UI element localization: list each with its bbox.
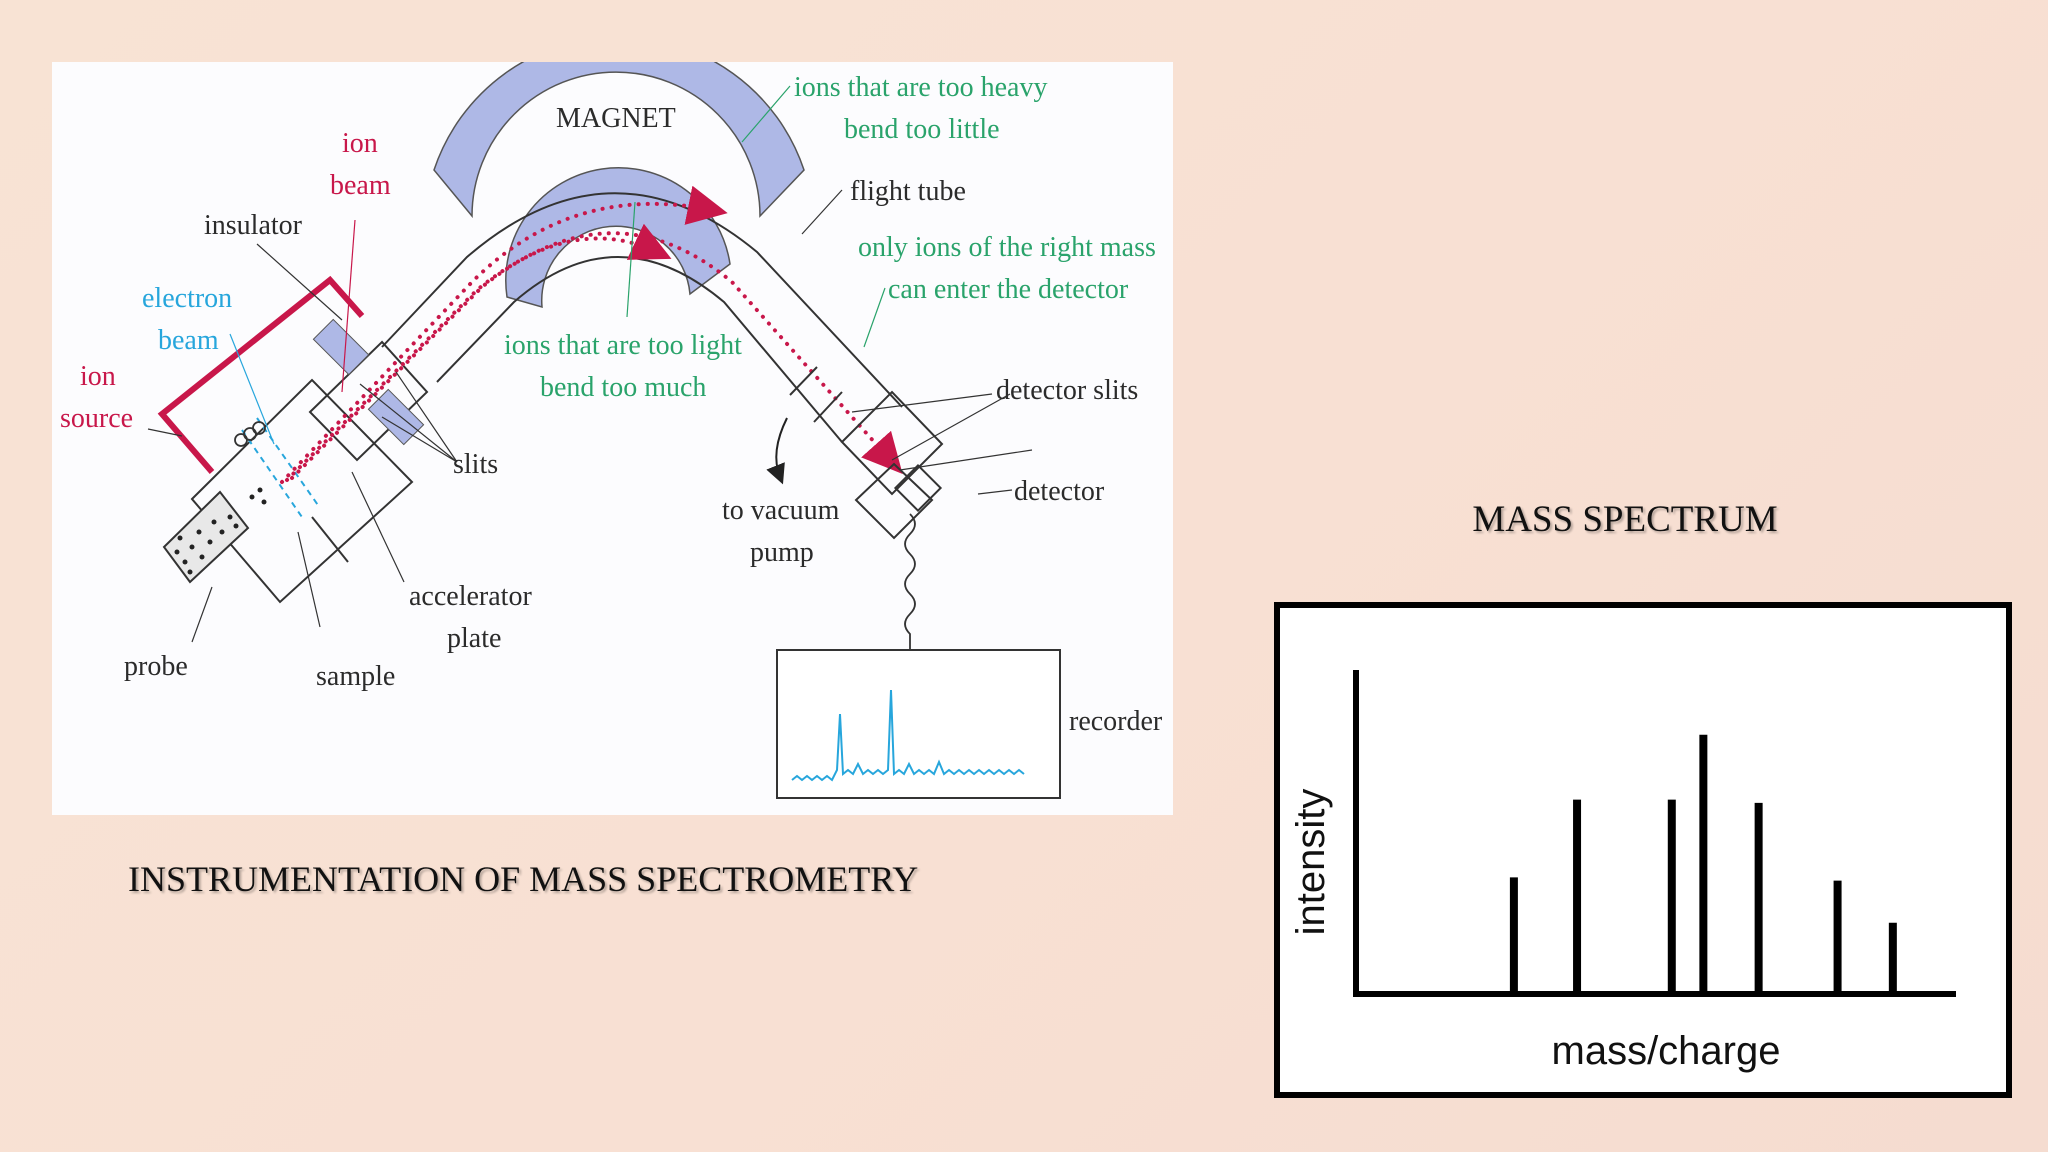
sample-probe <box>162 487 267 584</box>
ion-source-label-1: ion <box>80 361 116 392</box>
leader-lines <box>147 189 1033 643</box>
diagram-svg: MAGNET ion beam insulator electron beam … <box>60 62 1163 799</box>
recorder-box <box>776 649 1061 799</box>
mass-spectrum-chart: mass/charge intensity <box>1274 602 2012 1098</box>
insulator-label: insulator <box>204 210 303 241</box>
slits-label: slits <box>453 449 498 480</box>
probe-label: probe <box>124 651 188 682</box>
too-light-label-1: ions that are too light <box>504 330 742 361</box>
magnet-outer-pole <box>433 62 805 219</box>
vacuum-arrow <box>766 417 788 485</box>
detector-label: detector <box>1014 476 1105 507</box>
ion-beam-paths <box>280 185 903 484</box>
magnet-inner-pole <box>505 167 731 309</box>
too-light-label-2: bend too much <box>540 372 706 403</box>
flight-tube-label: flight tube <box>850 176 966 207</box>
spectrum-title: MASS SPECTRUM <box>1472 499 1778 540</box>
recorder-label: recorder <box>1069 706 1163 737</box>
red-leader-line <box>341 219 356 393</box>
accelerator-plate-label-1: accelerator <box>409 581 532 612</box>
electron-beam <box>241 417 321 521</box>
flight-tube <box>381 192 903 443</box>
vacuum-pump-label-2: pump <box>750 537 814 568</box>
ion-source-frame <box>157 275 365 474</box>
y-axis-label: intensity <box>1289 789 1333 936</box>
ion-source-housing <box>190 340 429 604</box>
insulator-block <box>312 318 370 376</box>
bar-group <box>1509 734 1897 994</box>
electron-beam-label-1: electron <box>142 283 232 314</box>
x-axis-label: mass/charge <box>1552 1029 1781 1073</box>
sample-label: sample <box>316 661 395 692</box>
too-heavy-label-2: bend too little <box>844 114 1000 145</box>
green-leader-lines <box>626 85 886 348</box>
right-mass-label-1: only ions of the right mass <box>858 232 1156 263</box>
too-heavy-label-1: ions that are too heavy <box>794 72 1047 103</box>
accelerator-plate-label-2: plate <box>447 623 501 654</box>
magnet-label: MAGNET <box>556 103 676 134</box>
detector-slits-label: detector slits <box>996 375 1138 406</box>
recorder-trace <box>791 689 1025 782</box>
vacuum-pump-label-1: to vacuum <box>722 495 840 526</box>
cyan-leader-line <box>229 333 275 445</box>
right-mass-label-2: can enter the detector <box>888 274 1129 305</box>
vacuum-port <box>789 366 843 423</box>
detector-housing <box>840 390 944 540</box>
ion-beam-label-1: ion <box>342 128 378 159</box>
mass-spectrometer-diagram: MAGNET ion beam insulator electron beam … <box>52 62 1173 815</box>
electron-beam-label-2: beam <box>158 325 219 356</box>
detector-wire <box>904 513 916 676</box>
ion-source-label-2: source <box>60 403 133 434</box>
spectrum-svg: mass/charge intensity <box>1289 670 1956 1073</box>
ion-beam-label-2: beam <box>330 170 391 201</box>
filament-icon <box>234 421 266 447</box>
diagram-caption: INSTRUMENTATION OF MASS SPECTROMETRY <box>128 859 919 899</box>
